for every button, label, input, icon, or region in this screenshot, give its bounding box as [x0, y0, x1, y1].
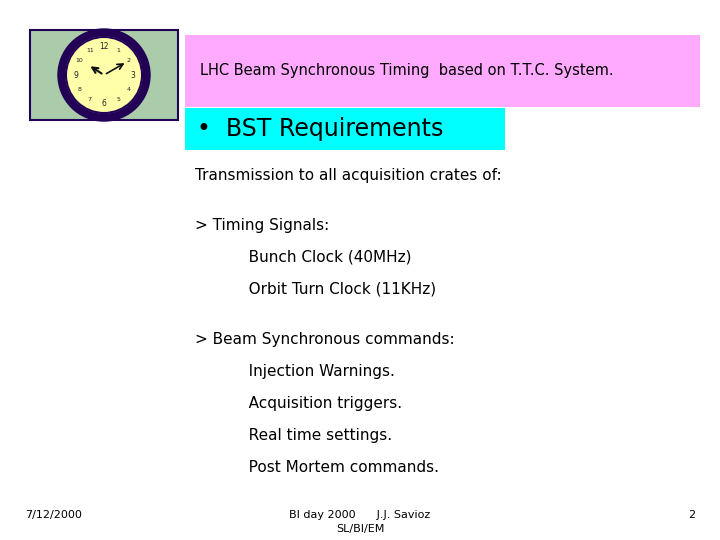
Text: 7/12/2000: 7/12/2000 — [25, 510, 82, 520]
Text: Real time settings.: Real time settings. — [195, 428, 392, 443]
Text: 9: 9 — [73, 71, 78, 79]
Text: Injection Warnings.: Injection Warnings. — [195, 364, 395, 379]
Text: 5: 5 — [117, 97, 120, 102]
Text: Transmission to all acquisition crates of:: Transmission to all acquisition crates o… — [195, 168, 502, 183]
Text: LHC Beam Synchronous Timing  based on T.T.C. System.: LHC Beam Synchronous Timing based on T.T… — [200, 64, 613, 78]
Text: 12: 12 — [99, 42, 109, 51]
Text: 10: 10 — [76, 58, 84, 63]
Text: 1: 1 — [117, 48, 120, 53]
Text: Acquisition triggers.: Acquisition triggers. — [195, 396, 402, 411]
Text: 6: 6 — [102, 99, 107, 108]
Text: 2: 2 — [688, 510, 695, 520]
Text: > Beam Synchronous commands:: > Beam Synchronous commands: — [195, 332, 454, 347]
Circle shape — [66, 37, 142, 113]
Text: 3: 3 — [130, 71, 135, 79]
Text: > Timing Signals:: > Timing Signals: — [195, 218, 329, 233]
Text: Orbit Turn Clock (11KHz): Orbit Turn Clock (11KHz) — [195, 282, 436, 297]
Text: 2: 2 — [127, 58, 131, 63]
Text: 8: 8 — [77, 87, 81, 92]
Text: 11: 11 — [86, 48, 94, 53]
Text: 4: 4 — [127, 87, 131, 92]
Text: SL/BI/EM: SL/BI/EM — [336, 524, 384, 534]
Text: Bunch Clock (40MHz): Bunch Clock (40MHz) — [195, 250, 412, 265]
Text: 7: 7 — [88, 97, 91, 102]
Text: •  BST Requirements: • BST Requirements — [197, 117, 444, 141]
Text: Post Mortem commands.: Post Mortem commands. — [195, 460, 439, 475]
FancyBboxPatch shape — [185, 35, 700, 107]
FancyBboxPatch shape — [185, 108, 505, 150]
Circle shape — [58, 29, 150, 121]
FancyBboxPatch shape — [30, 30, 178, 120]
Text: BI day 2000      J.J. Savioz: BI day 2000 J.J. Savioz — [289, 510, 431, 520]
